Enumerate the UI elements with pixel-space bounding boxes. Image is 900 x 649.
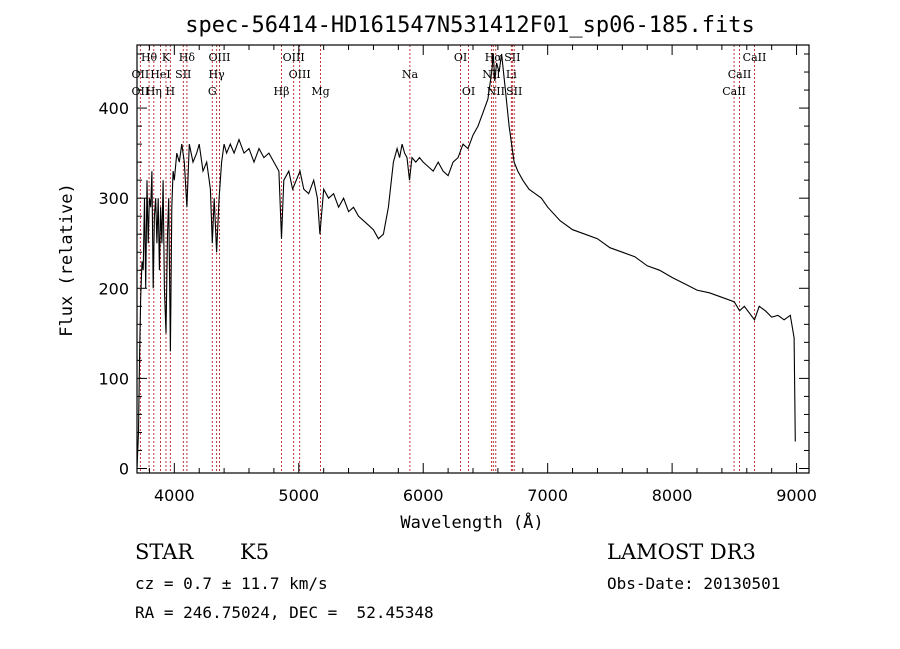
line-label: Na — [402, 68, 419, 81]
line-label: HeI — [150, 68, 170, 81]
object-subclass: K5 — [240, 540, 270, 564]
observation-date: Obs-Date: 20130501 — [607, 574, 781, 593]
x-axis-label: Wavelength (Å) — [400, 511, 543, 533]
chart-title: spec-56414-HD161547N531412F01_sp06-185.f… — [185, 13, 755, 38]
line-label: G — [208, 85, 217, 98]
line-label: Hθ — [141, 51, 158, 64]
x-tick-label: 6000 — [403, 486, 444, 505]
line-label: Hδ — [179, 51, 196, 64]
y-tick-label: 100 — [98, 369, 129, 388]
x-tick-label: 9000 — [776, 486, 817, 505]
line-label: SII — [175, 68, 191, 81]
survey-name: LAMOST DR3 — [607, 540, 756, 564]
line-label: CaII — [722, 85, 746, 98]
line-label: OI — [462, 85, 475, 98]
line-label: NII — [487, 85, 505, 98]
y-tick-label: 400 — [98, 99, 129, 118]
y-axis-ticks: 0 100 200 300 400 — [98, 53, 809, 478]
y-tick-label: 0 — [119, 459, 129, 478]
x-tick-label: 4000 — [154, 486, 195, 505]
line-label: H — [166, 85, 176, 98]
x-tick-label: 5000 — [278, 486, 319, 505]
line-label: OIII — [208, 51, 230, 64]
line-label: OII — [132, 85, 150, 98]
y-axis-label: Flux (relative) — [57, 183, 77, 337]
line-label: OIII — [289, 68, 311, 81]
line-label: OII — [132, 68, 150, 81]
line-label: Li — [506, 68, 517, 81]
object-class: STAR — [135, 540, 194, 564]
line-label: OIII — [283, 51, 305, 64]
y-tick-label: 300 — [98, 189, 129, 208]
line-label: OI — [454, 51, 467, 64]
x-axis-ticks: 4000 5000 6000 7000 8000 9000 — [148, 45, 817, 505]
line-label: K — [162, 51, 171, 64]
plot-frame — [136, 44, 810, 474]
line-label: Hβ — [274, 85, 290, 98]
line-label: SII — [506, 85, 522, 98]
spectrum-series-line — [136, 53, 796, 469]
line-label: CaII — [728, 68, 752, 81]
line-label: Hη — [146, 85, 162, 98]
sky-coordinates: RA = 246.75024, DEC = 52.45348 — [135, 603, 434, 622]
line-label: SII — [504, 51, 520, 64]
line-label: Mg — [311, 85, 329, 98]
redshift-velocity: cz = 0.7 ± 11.7 km/s — [135, 574, 328, 593]
x-tick-label: 8000 — [652, 486, 693, 505]
line-label: CaII — [743, 51, 767, 64]
x-tick-label: 7000 — [527, 486, 568, 505]
spectral-line-markers — [139, 45, 755, 473]
y-tick-label: 200 — [98, 279, 129, 298]
line-label: Hγ — [209, 68, 226, 81]
